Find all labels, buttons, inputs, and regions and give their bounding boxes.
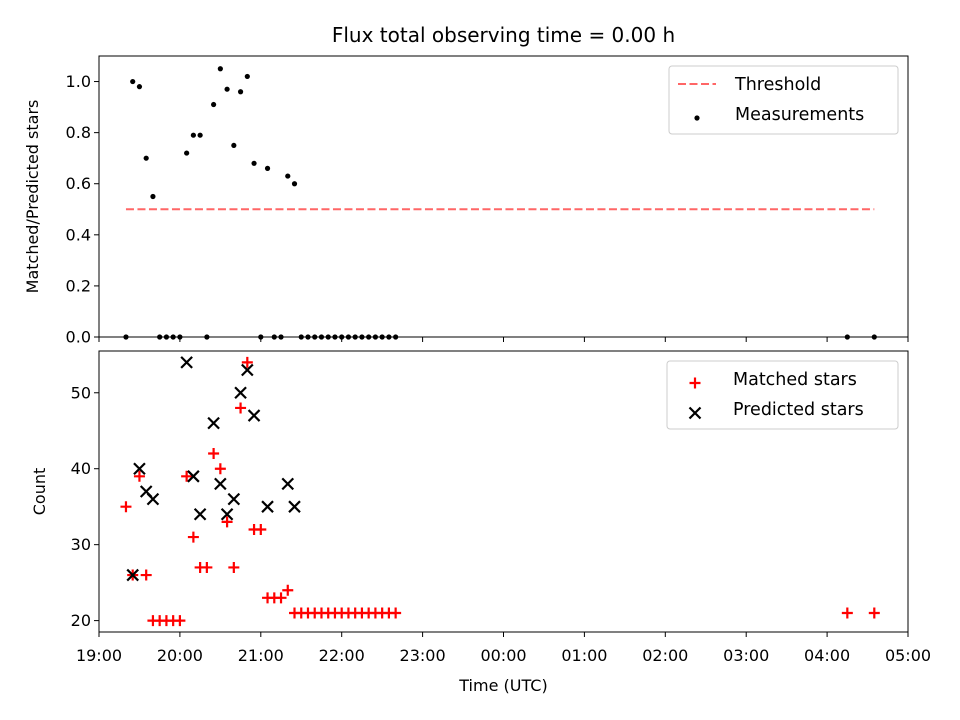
x-tick-label: 22:00 xyxy=(319,646,365,665)
predicted-star-point xyxy=(220,508,234,521)
legend-marker xyxy=(689,377,701,389)
measurement-point xyxy=(244,73,250,80)
predicted-star-point xyxy=(227,492,241,506)
predicted-star-point xyxy=(234,386,247,400)
y-tick-label: 30 xyxy=(71,535,91,554)
matched-star-point xyxy=(390,607,402,619)
x-axis-label: Time (UTC) xyxy=(458,676,547,695)
bottom-plot-marks xyxy=(120,356,880,627)
y-tick-label: 40 xyxy=(71,459,91,478)
predicted-star-point xyxy=(126,568,139,582)
x-tick-label: 03:00 xyxy=(723,646,769,665)
predicted-star-point xyxy=(187,470,200,483)
matched-star-point xyxy=(140,569,152,581)
measurement-point xyxy=(264,165,271,171)
matched-star-point xyxy=(282,584,294,596)
top-panel: Flux total observing time = 0.00 h Match… xyxy=(23,23,909,347)
matched-star-point xyxy=(275,592,287,604)
measurement-point xyxy=(291,181,298,187)
top-plot-marks xyxy=(123,66,877,340)
measurement-point xyxy=(211,101,217,108)
y-tick-label: 0.6 xyxy=(66,174,91,193)
legend-label: Matched stars xyxy=(733,370,857,390)
measurement-point xyxy=(143,155,149,161)
measurement-point xyxy=(231,142,237,149)
top-legend: Threshold Measurements xyxy=(668,65,899,135)
predicted-star-point xyxy=(180,356,193,369)
bottom-y-axis-label: Count xyxy=(30,468,49,516)
y-tick-label: 1.0 xyxy=(66,72,91,91)
predicted-star-point xyxy=(214,477,227,491)
x-tick-label: 23:00 xyxy=(400,646,446,665)
matched-star-point xyxy=(228,561,240,573)
legend-label: Measurements xyxy=(735,105,864,125)
matched-star-point xyxy=(214,463,226,475)
measurement-point xyxy=(130,78,136,85)
x-tick-label: 05:00 xyxy=(885,646,931,665)
x-tick-label: 00:00 xyxy=(480,646,526,665)
legend-label: Threshold xyxy=(734,75,821,95)
matched-star-point xyxy=(187,531,199,543)
bottom-panel: Count Time (UTC) 20 30 40 50 19:00 20:00 21:00… xyxy=(30,350,931,695)
predicted-star-point xyxy=(241,363,254,377)
x-tick-label: 19:00 xyxy=(76,646,122,665)
y-tick-label: 20 xyxy=(71,611,91,630)
bottom-axes: 20 30 40 50 19:00 20:00 21:00 22:00 23:00 00:00 01… xyxy=(71,383,931,665)
y-tick-label: 0.4 xyxy=(66,225,91,244)
chart-title: Flux total observing time = 0.00 h xyxy=(332,23,675,47)
measurement-point xyxy=(150,193,156,200)
measurement-point xyxy=(237,89,244,95)
predicted-star-point xyxy=(207,416,220,430)
measurement-point xyxy=(217,66,223,72)
x-tick-label: 21:00 xyxy=(238,646,284,665)
measurement-point xyxy=(251,160,257,166)
measurement-point xyxy=(197,132,203,138)
matched-star-point xyxy=(255,523,267,535)
matched-star-point xyxy=(181,470,193,482)
predicted-star-point xyxy=(288,500,301,513)
measurement-point xyxy=(285,173,291,179)
matched-star-point xyxy=(235,402,247,414)
matched-star-point xyxy=(133,470,145,482)
x-tick-label: 20:00 xyxy=(157,646,203,665)
matched-star-point xyxy=(174,615,186,627)
predicted-star-point xyxy=(146,492,160,506)
top-y-axis-label: Matched/Predicted stars xyxy=(23,100,42,294)
measurement-point xyxy=(224,86,230,92)
matched-star-point xyxy=(120,501,132,513)
legend-box xyxy=(666,360,899,430)
predicted-star-point xyxy=(193,508,207,521)
measurement-point xyxy=(136,84,143,90)
matched-star-point xyxy=(201,561,213,573)
x-tick-label: 02:00 xyxy=(642,646,688,665)
y-tick-label: 0.0 xyxy=(66,328,91,347)
predicted-star-point xyxy=(247,409,261,422)
matched-star-point xyxy=(841,607,853,619)
x-tick-label: 01:00 xyxy=(561,646,607,665)
x-tick-label: 04:00 xyxy=(804,646,850,665)
measurement-point xyxy=(184,150,190,156)
measurement-point xyxy=(190,132,196,138)
legend-label: Predicted stars xyxy=(733,400,864,420)
predicted-star-point xyxy=(133,462,146,475)
bottom-axes-frame xyxy=(98,350,909,633)
matched-star-point xyxy=(221,516,233,528)
y-tick-label: 50 xyxy=(71,383,91,402)
y-tick-label: 0.2 xyxy=(66,276,91,295)
top-axes-frame xyxy=(98,55,909,338)
matched-star-point xyxy=(208,448,220,460)
legend-marker xyxy=(688,406,702,420)
bottom-legend: Matched stars Predicted stars xyxy=(666,360,899,430)
predicted-star-point xyxy=(261,500,274,513)
matched-star-point xyxy=(868,607,880,619)
matched-star-point xyxy=(241,356,253,368)
legend-box xyxy=(668,65,899,135)
legend-marker xyxy=(694,115,700,121)
predicted-star-point xyxy=(281,477,295,491)
y-tick-label: 0.8 xyxy=(66,123,91,142)
top-axes: 0.0 0.2 0.4 0.6 0.8 1.0 xyxy=(66,72,909,347)
